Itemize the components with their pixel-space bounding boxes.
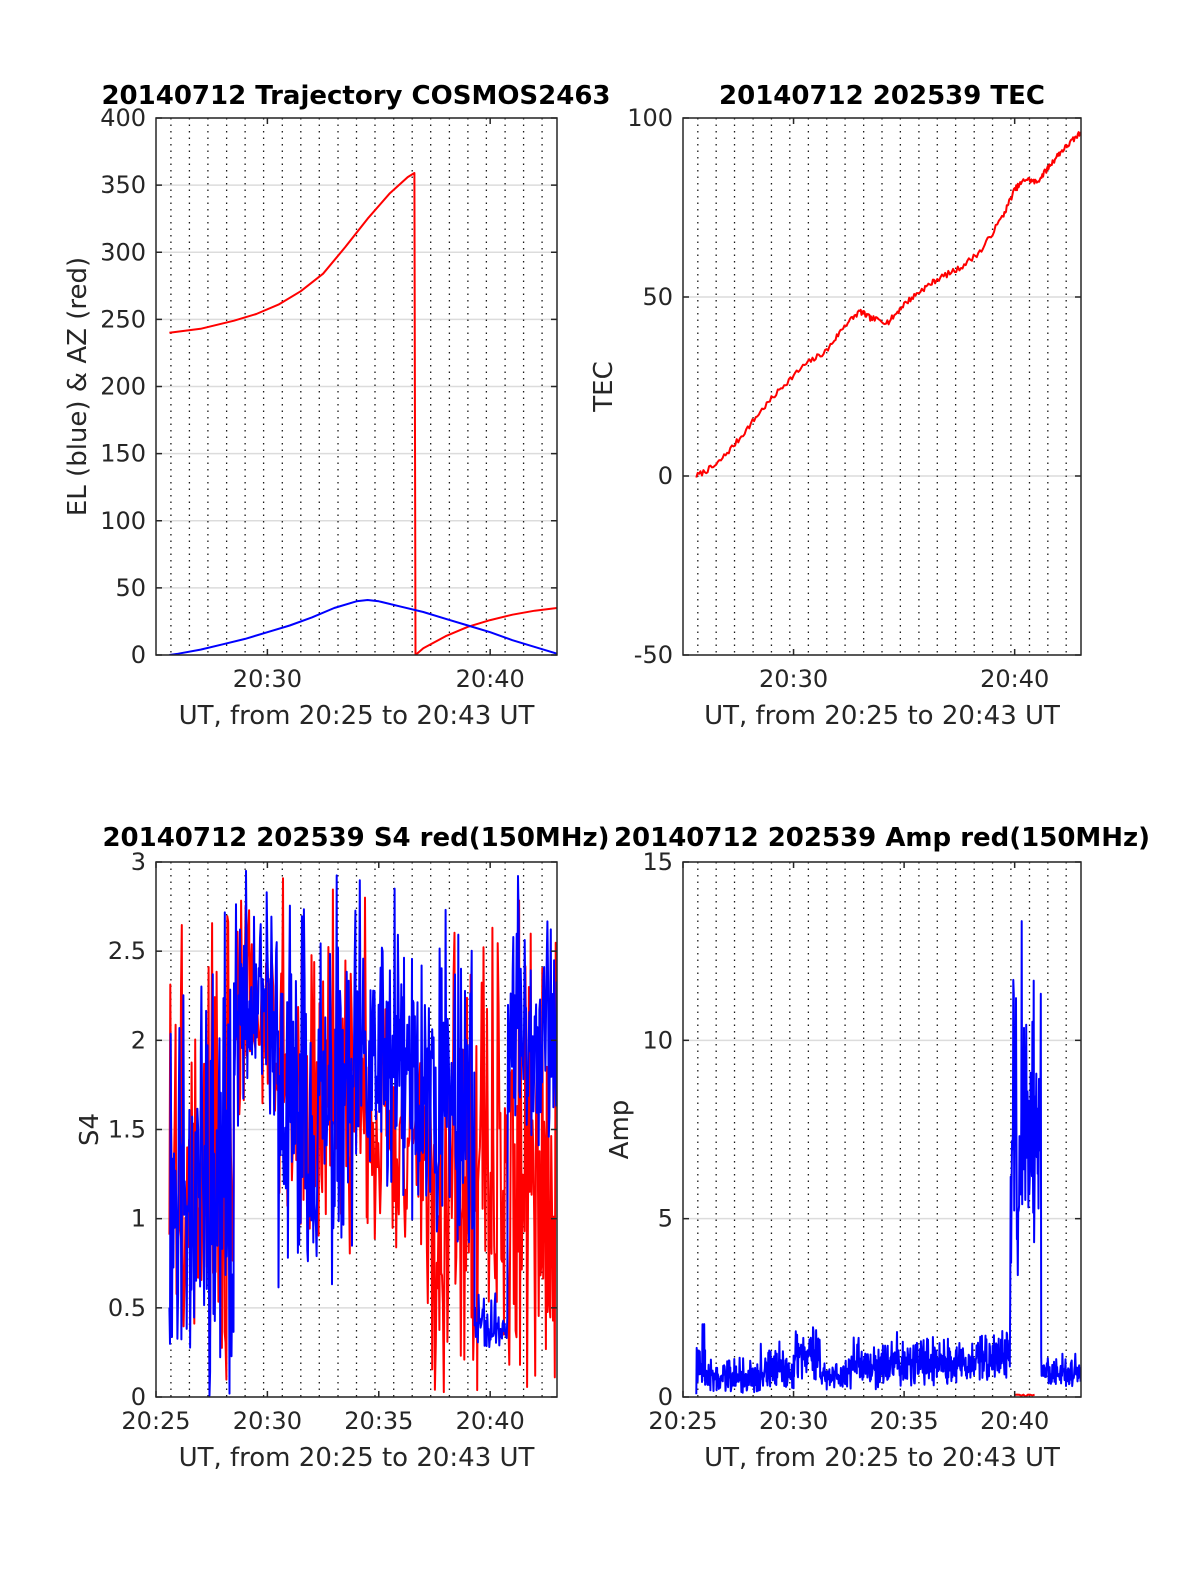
traj-y-axis-label: EL (blue) & AZ (red)	[63, 257, 93, 516]
traj-series-group	[169, 172, 557, 655]
amp-series-blue-line	[695, 920, 1081, 1395]
s4-series-group	[168, 869, 557, 1397]
s4-y-tick-label: 2	[131, 1026, 146, 1054]
s4-y-tick-label: 0	[131, 1383, 146, 1411]
s4-x-tick-label: 20:25	[121, 1407, 190, 1435]
traj-x-tick-label: 20:30	[233, 665, 302, 693]
amp-series-red-line	[1014, 1393, 1035, 1397]
s4-y-tick-label: 2.5	[108, 937, 146, 965]
traj-series-blue-line	[169, 599, 557, 655]
s4-y-tick-label: 3	[131, 848, 146, 876]
traj-y-tick-label: 300	[100, 238, 146, 266]
amp-series-group	[695, 920, 1081, 1397]
tec-plot-area	[683, 118, 1081, 655]
amp-y-tick-label: 0	[658, 1383, 673, 1411]
amp-x-tick-label: 20:40	[980, 1407, 1049, 1435]
s4-y-tick-label: 0.5	[108, 1294, 146, 1322]
amp-x-tick-label: 20:25	[648, 1407, 717, 1435]
tec-y-tick-label: 50	[642, 283, 673, 311]
s4-x-axis-label: UT, from 20:25 to 20:43 UT	[179, 1443, 535, 1473]
s4-y-axis-label: S4	[75, 1113, 105, 1146]
tec-series-group	[695, 131, 1081, 478]
tec-chart: -50 0 50 100 20:30 20:40 20140712 202539 TEC UT…	[589, 81, 1082, 731]
s4-series-blue-line	[168, 869, 557, 1397]
tec-y-tick-label: -50	[634, 641, 673, 669]
amp-x-tick-label: 20:35	[870, 1407, 939, 1435]
tec-x-tick-label: 20:30	[759, 665, 828, 693]
traj-y-tick-label: 350	[100, 171, 146, 199]
traj-series-red-line	[169, 172, 557, 655]
traj-y-tick-label: 100	[100, 507, 146, 535]
s4-x-tick-label: 20:40	[456, 1407, 525, 1435]
traj-x-tick-label: 20:40	[456, 665, 525, 693]
traj-y-tick-label: 50	[115, 574, 146, 602]
tec-y-axis-label: TEC	[589, 361, 619, 412]
amp-x-tick-label: 20:30	[759, 1407, 828, 1435]
s4-chart-title: 20140712 202539 S4 red(150MHz)	[102, 823, 609, 853]
tec-x-tick-label: 20:40	[980, 665, 1049, 693]
traj-y-tick-label: 150	[100, 440, 146, 468]
traj-y-tick-label: 250	[100, 305, 146, 333]
tec-y-tick-label: 0	[658, 462, 673, 490]
s4-x-tick-label: 20:35	[344, 1407, 413, 1435]
tec-chart-title: 20140712 202539 TEC	[719, 81, 1045, 111]
tec-x-axis-label: UT, from 20:25 to 20:43 UT	[704, 701, 1060, 731]
tec-series-red-line	[695, 131, 1081, 478]
traj-y-tick-label: 0	[131, 641, 146, 669]
amp-chart: 0 5 10 15 20:25 20:30 20:35 20:40 20140712 20253…	[605, 823, 1150, 1473]
amp-x-axis-label: UT, from 20:25 to 20:43 UT	[704, 1443, 1060, 1473]
tec-y-tick-label: 100	[627, 104, 673, 132]
amp-y-tick-label: 10	[642, 1026, 673, 1054]
amp-y-axis-label: Amp	[605, 1100, 635, 1160]
amp-y-tick-label: 15	[642, 848, 673, 876]
traj-chart-title: 20140712 Trajectory COSMOS2463	[101, 81, 610, 111]
s4-y-tick-label: 1.5	[108, 1116, 146, 1144]
amp-y-tick-label: 5	[658, 1205, 673, 1233]
traj-y-tick-label: 400	[100, 104, 146, 132]
amp-axes-box	[682, 861, 1082, 1398]
traj-y-tick-label: 200	[100, 373, 146, 401]
s4-chart: 0 0.5 1 1.5 2 2.5 3 20:25 20:30 20:35 20:40 2014071…	[75, 823, 610, 1473]
s4-x-tick-label: 20:30	[233, 1407, 302, 1435]
s4-y-tick-label: 1	[131, 1205, 146, 1233]
traj-x-axis-label: UT, from 20:25 to 20:43 UT	[179, 701, 535, 731]
tec-axes-box	[682, 117, 1082, 656]
traj-chart: 0 50 100 150 200 250 300 350 400 20:30 20:40 201407…	[63, 81, 611, 731]
amp-chart-title: 20140712 202539 Amp red(150MHz)	[614, 823, 1150, 853]
